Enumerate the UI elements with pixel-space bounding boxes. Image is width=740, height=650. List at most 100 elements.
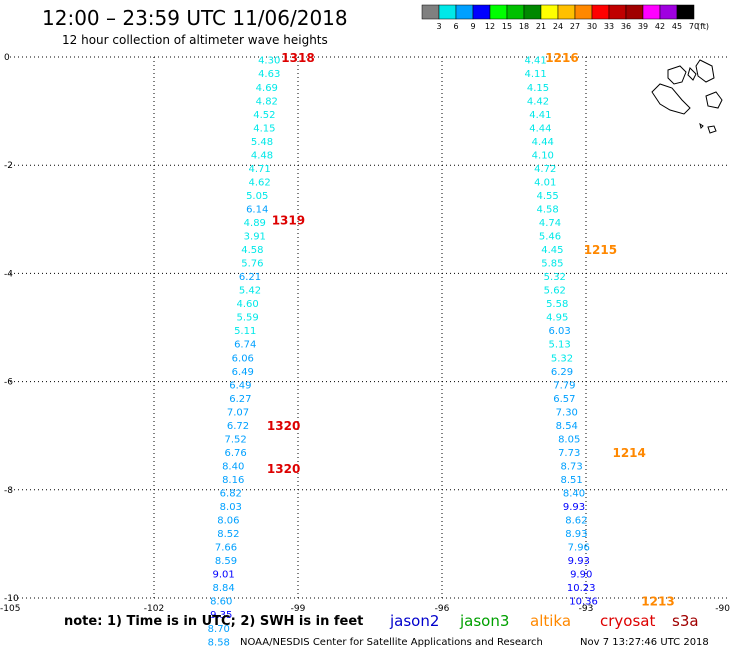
pass-number-label: 1320: [267, 462, 300, 476]
series-cryosat: 4.30 4.63 4.69 4.82 4.52 4.15 5.48 4.48 4.71 4.62…: [208, 51, 315, 648]
swh-value-label: 9.01: [212, 570, 234, 581]
colorbar-swatch: [540, 4, 559, 20]
swh-value-label: 9.90: [570, 570, 592, 581]
swh-value-label: 8.05: [558, 434, 580, 445]
swh-value-label: 6.49: [232, 367, 254, 378]
swh-value-label: 3.91: [244, 232, 266, 243]
swh-value-label: 4.01: [534, 177, 556, 188]
swh-value-label: 8.62: [565, 516, 587, 527]
swh-value-label: 7.79: [553, 380, 575, 391]
swh-value-label: 6.57: [553, 394, 575, 405]
x-tick-label: -99: [291, 604, 306, 614]
colorbar-label: 42: [655, 22, 665, 31]
swh-value-label: 5.32: [551, 353, 573, 364]
colorbar-label: 39: [638, 22, 648, 31]
pass-number-label: 1320: [267, 419, 300, 433]
colorbar-label: 18: [519, 22, 529, 31]
pass-number-label: 1214: [612, 446, 645, 460]
swh-value-label: 9.93: [563, 502, 585, 513]
swh-value-label: 8.54: [556, 421, 578, 432]
swh-value-label: 4.42: [527, 96, 549, 107]
colorbar-label: 21: [536, 22, 546, 31]
swh-value-label: 5.48: [251, 137, 273, 148]
colorbar-swatch: [523, 4, 542, 20]
swh-value-label: 8.58: [208, 637, 230, 648]
swh-value-label: 7.96: [568, 543, 590, 554]
colorbar-swatch: [608, 4, 627, 20]
swh-value-label: 4.10: [532, 150, 554, 161]
swh-value-label: 7.07: [227, 407, 249, 418]
swh-value-label: 4.58: [536, 204, 558, 215]
swh-value-label: 8.73: [560, 461, 582, 472]
axis-ticks: 0 -2 -4 -6 -8 -10-105 -102 -99 -96 -93 -90: [0, 53, 730, 614]
swh-value-label: 4.15: [527, 83, 549, 94]
swh-value-label: 5.46: [539, 232, 561, 243]
swh-value-label: 8.40: [222, 461, 244, 472]
swh-value-label: 9.93: [568, 556, 590, 567]
swh-value-label: 6.27: [229, 394, 251, 405]
grid-lines: [10, 56, 730, 599]
swh-value-label: 8.03: [220, 502, 242, 513]
swh-value-label: 8.40: [563, 489, 585, 500]
swh-value-label: 4.74: [539, 218, 561, 229]
y-tick-label: 0: [4, 53, 10, 63]
colorbar-label: 45: [672, 22, 682, 31]
colorbar-label: 30: [587, 22, 597, 31]
satellite-legend-s3a: s3a: [672, 612, 699, 630]
plot-area: 0 -2 -4 -6 -8 -10-105 -102 -99 -96 -93 -90 4.30 4.6…: [0, 51, 730, 648]
swh-value-label: 5.76: [241, 259, 263, 270]
swh-value-label: 4.48: [251, 150, 273, 161]
swh-value-label: 8.84: [212, 583, 234, 594]
pass-number-label: 1319: [272, 213, 305, 227]
swh-value-label: 6.03: [548, 326, 570, 337]
series-altika: 4.41 4.11 4.15 4.42 4.41 4.44 4.44 4.10 4.72 4.01…: [524, 51, 674, 609]
swh-value-label: 7.52: [224, 434, 246, 445]
colorbar-label: 12: [485, 22, 495, 31]
y-tick-label: -8: [4, 486, 13, 496]
chart-subtitle: 12 hour collection of altimeter wave hei…: [62, 33, 328, 47]
colorbar-label: 3: [436, 22, 441, 31]
swh-value-label: 8.59: [215, 556, 237, 567]
swh-value-label: 8.06: [217, 516, 239, 527]
colorbar-swatch: [438, 4, 457, 20]
swh-value-label: 4.45: [541, 245, 563, 256]
swh-value-label: 4.52: [253, 110, 275, 121]
swh-value-label: 6.21: [239, 272, 261, 283]
x-tick-label: -105: [0, 604, 20, 614]
x-tick-label: -102: [144, 604, 164, 614]
satellite-legend-altika: altika: [530, 612, 571, 630]
satellite-legend-jason2: jason2: [389, 612, 439, 630]
swh-value-label: 4.44: [532, 137, 554, 148]
swh-value-label: 4.62: [248, 177, 270, 188]
satellite-legend-jason3: jason3: [459, 612, 509, 630]
swh-value-label: 4.60: [236, 299, 258, 310]
x-tick-label: -96: [435, 604, 450, 614]
chart-title: 12:00 – 23:59 UTC 11/06/2018: [42, 6, 348, 30]
data-values-layer: 4.30 4.63 4.69 4.82 4.52 4.15 5.48 4.48 4.71 4.62…: [208, 51, 675, 648]
swh-value-label: 8.60: [210, 597, 232, 608]
footer-note: note: 1) Time is in UTC; 2) SWH is in fe…: [64, 614, 363, 629]
swh-value-label: 7.66: [215, 543, 237, 554]
colorbar-swatch: [489, 4, 508, 20]
colorbar-label: 6: [453, 22, 458, 31]
swh-value-label: 4.72: [534, 164, 556, 175]
colorbar-label: 70: [689, 22, 699, 31]
swh-value-label: 8.16: [222, 475, 244, 486]
x-tick-label: -90: [715, 604, 730, 614]
swh-value-label: 4.71: [248, 164, 270, 175]
colorbar-swatch: [625, 4, 644, 20]
pass-number-label: 1213: [641, 595, 674, 609]
footer-credit: NOAA/NESDIS Center for Satellite Applica…: [240, 637, 543, 648]
swh-value-label: 6.72: [227, 421, 249, 432]
swh-value-label: 10.36: [569, 597, 598, 608]
swh-value-label: 4.44: [529, 123, 551, 134]
swh-value-label: 5.85: [541, 259, 563, 270]
swh-value-label: 5.13: [548, 340, 570, 351]
y-tick-label: -10: [4, 594, 19, 604]
swh-value-label: 4.63: [258, 69, 280, 80]
pass-number-label: 1216: [545, 51, 578, 65]
swh-value-label: 6.49: [229, 380, 251, 391]
swh-value-label: 4.95: [546, 313, 568, 324]
colorbar-swatch: [659, 4, 678, 20]
swh-value-label: 4.41: [529, 110, 551, 121]
